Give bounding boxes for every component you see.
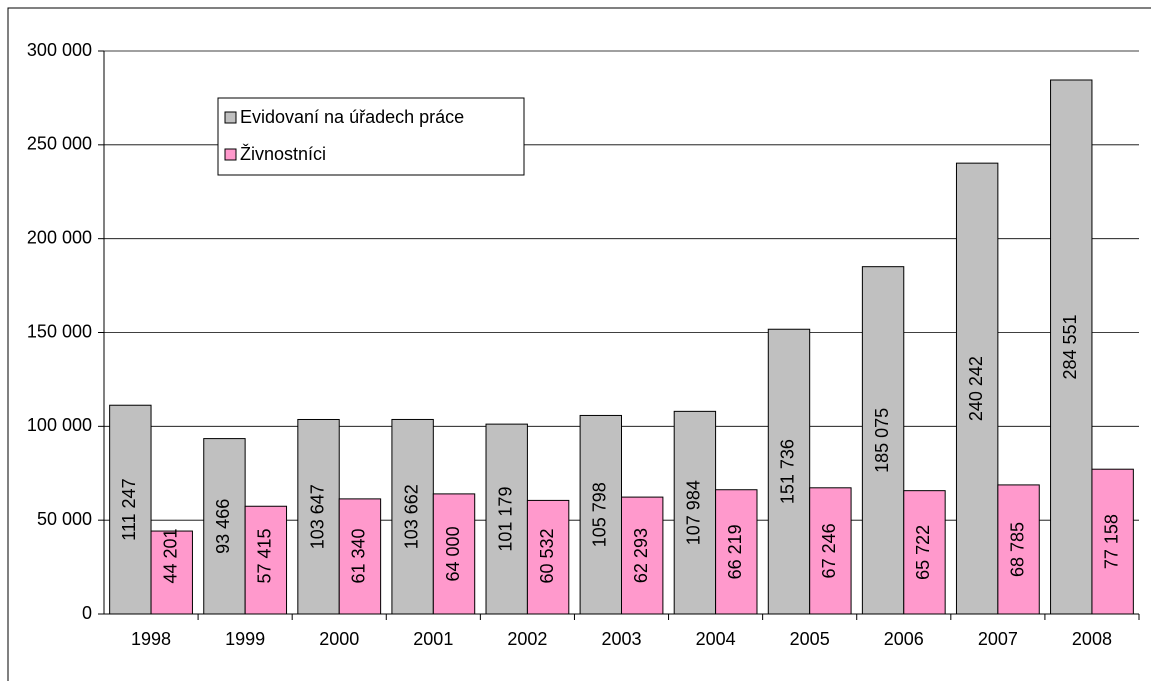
y-tick-label: 250 000	[27, 134, 92, 154]
value-label: 57 415	[255, 528, 275, 583]
bar	[673, 410, 717, 615]
bar	[903, 490, 946, 615]
value-label: 284 551	[1060, 314, 1080, 379]
frame	[7, 7, 1151, 681]
value-label: 61 340	[349, 528, 369, 583]
value-label: 65 722	[913, 525, 933, 580]
y-tick-label: 150 000	[27, 321, 92, 341]
value-label: 44 201	[160, 528, 180, 583]
value-label: 60 532	[537, 528, 557, 583]
bar	[391, 418, 434, 615]
x-tick-label: 2004	[696, 629, 736, 649]
y-tick-label: 200 000	[27, 227, 92, 247]
value-label: 240 242	[966, 356, 986, 421]
bar	[955, 162, 999, 615]
legend-box	[217, 97, 525, 176]
bar	[526, 499, 570, 615]
bar	[809, 487, 852, 615]
x-tick-label: 2007	[978, 629, 1018, 649]
y-tick-label: 300 000	[27, 40, 92, 60]
bar	[150, 530, 193, 615]
value-label: 151 736	[778, 439, 798, 504]
bar	[109, 404, 152, 615]
bar	[244, 505, 288, 615]
bar	[203, 438, 246, 615]
value-label: 66 219	[725, 524, 745, 579]
bar	[861, 266, 905, 615]
bar	[1091, 468, 1134, 615]
value-label: 101 179	[495, 487, 515, 552]
legend-swatch	[224, 148, 237, 161]
legend-label: Evidovaní na úřadech práce	[240, 107, 464, 127]
value-label: 107 984	[684, 480, 704, 545]
y-tick-label: 50 000	[37, 509, 92, 529]
bar	[767, 328, 811, 615]
x-tick-label: 1998	[131, 629, 171, 649]
bar	[432, 493, 476, 615]
bar	[485, 423, 528, 615]
value-label: 111 247	[119, 478, 139, 540]
bar	[297, 418, 340, 615]
bar	[1050, 79, 1093, 615]
value-label: 62 293	[631, 528, 651, 583]
legend-swatch	[224, 111, 237, 124]
x-tick-label: 2002	[507, 629, 547, 649]
x-tick-label: 2005	[790, 629, 830, 649]
value-label: 105 798	[590, 482, 610, 547]
x-tick-label: 2003	[601, 629, 641, 649]
bar	[715, 489, 758, 615]
value-label: 68 785	[1007, 522, 1027, 577]
value-label: 67 246	[819, 523, 839, 578]
x-tick-label: 1999	[225, 629, 265, 649]
bar	[579, 414, 622, 615]
value-label: 185 075	[872, 408, 892, 473]
y-tick-label: 0	[82, 603, 92, 623]
value-label: 77 158	[1101, 514, 1121, 569]
bar	[621, 496, 664, 615]
y-tick-label: 100 000	[27, 415, 92, 435]
x-tick-label: 2006	[884, 629, 924, 649]
x-tick-label: 2000	[319, 629, 359, 649]
x-tick-label: 2008	[1072, 629, 1112, 649]
legend-label: Živnostníci	[240, 144, 326, 164]
value-label: 93 466	[213, 499, 233, 554]
value-label: 103 647	[307, 484, 327, 549]
x-tick-label: 2001	[413, 629, 453, 649]
value-label: 103 662	[401, 484, 421, 549]
value-label: 64 000	[443, 526, 463, 581]
bar	[997, 484, 1040, 615]
bar	[338, 498, 382, 615]
